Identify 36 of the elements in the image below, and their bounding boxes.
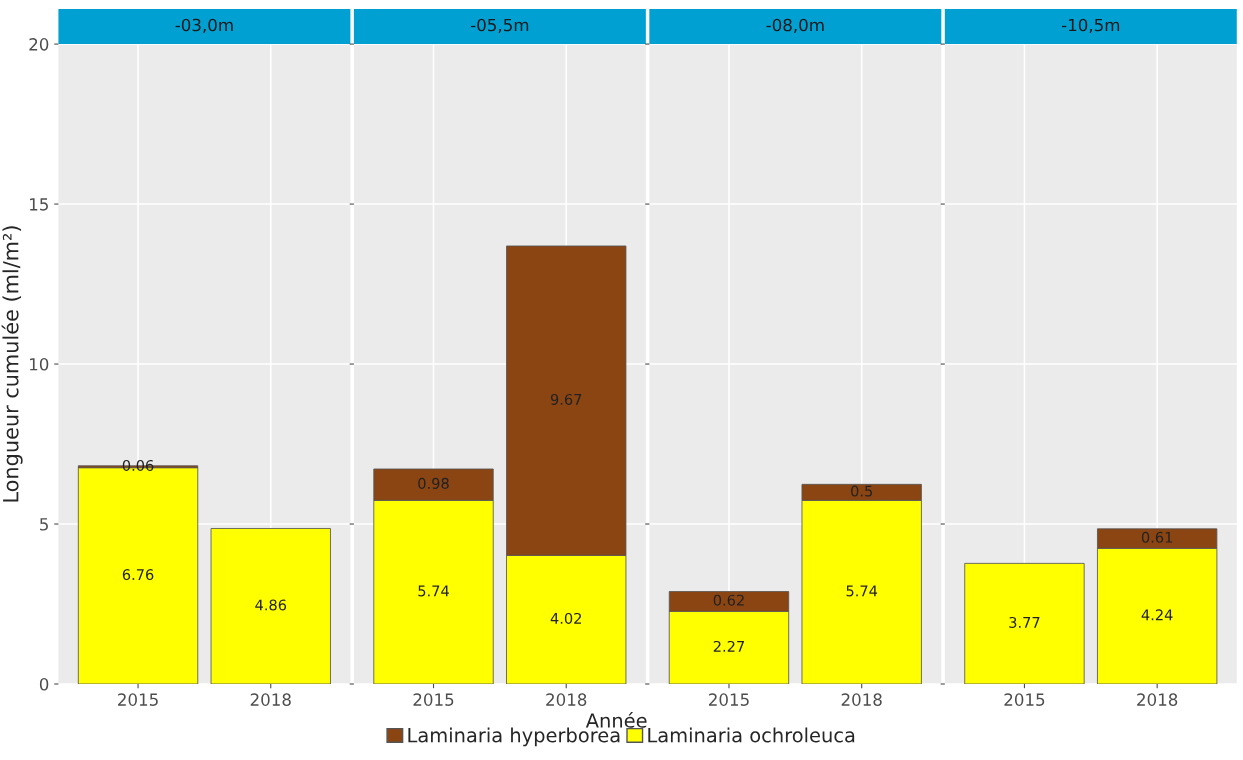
data-label: 2.27 (713, 640, 744, 652)
legend-label: Laminaria hyperborea (408, 727, 620, 747)
data-label: 5.74 (418, 585, 449, 597)
y-axis-title: Longueur cumulée (ml/m²) (1, 226, 23, 502)
data-label: 0.98 (418, 477, 449, 489)
data-label: 4.86 (255, 599, 287, 611)
x-tick-label: 2015 (413, 693, 454, 706)
y-tick-label: 15 (30, 198, 48, 211)
chart-title: -03,0m (175, 18, 233, 34)
x-tick-label: 2015 (1004, 693, 1045, 706)
chart-title: -05,5m (471, 18, 529, 34)
x-tick-label: 2018 (841, 693, 882, 706)
data-label: 9.67 (550, 393, 582, 405)
x-axis-title: Année (585, 712, 647, 728)
x-tick-label: 2015 (708, 693, 749, 706)
y-tick-label: 0 (39, 677, 49, 691)
data-label: 0.61 (1141, 531, 1173, 543)
data-label: 6.76 (122, 569, 154, 581)
data-label: 5.74 (846, 585, 878, 597)
data-label: 0.06 (122, 459, 154, 471)
x-tick-label: 2015 (118, 693, 158, 706)
data-label: 0.5 (851, 485, 873, 497)
data-label: 4.02 (550, 612, 581, 624)
y-tick-label: 20 (29, 38, 49, 51)
x-tick-label: 2018 (546, 693, 587, 706)
y-tick-label: 5 (40, 518, 48, 531)
data-label: 3.77 (1009, 616, 1040, 628)
y-tick-label: 10 (30, 358, 49, 371)
legend-label: Laminaria ochroleuca (648, 727, 855, 743)
data-label: 4.24 (1141, 609, 1173, 621)
data-label: 0.62 (713, 594, 744, 606)
chart-title: -10,5m (1061, 18, 1120, 34)
chart-title: -08,0m (766, 18, 824, 34)
x-tick-label: 2018 (250, 693, 291, 706)
x-tick-label: 2018 (1137, 693, 1178, 706)
bar (210, 528, 331, 684)
